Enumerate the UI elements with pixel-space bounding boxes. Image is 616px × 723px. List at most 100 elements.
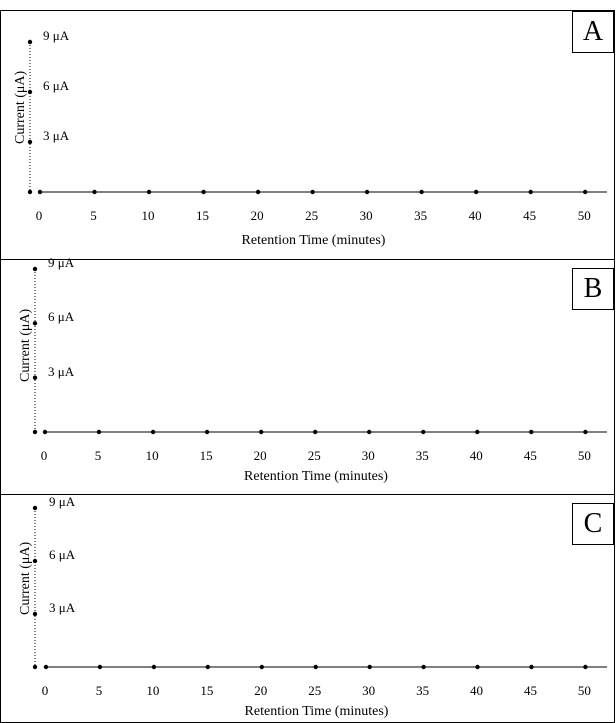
- x-tick-label: 45: [523, 208, 537, 223]
- x-tick-label: 10: [145, 448, 159, 463]
- chromatogram-trace-c: [64, 522, 594, 661]
- y-tick-label: 9 μA: [48, 255, 75, 270]
- x-tick-label: 0: [35, 208, 43, 223]
- x-tick-label: 40: [469, 448, 483, 463]
- x-tick-label: 5: [95, 683, 103, 698]
- x-tick-label: 35: [415, 448, 429, 463]
- origin-dot: [32, 429, 38, 435]
- x-tick-dot: [205, 664, 210, 670]
- x-tick-dot: [529, 429, 534, 435]
- chart-svg-c: [32, 505, 607, 670]
- y-tick-dot: [32, 375, 38, 380]
- x-tick-dot: [37, 189, 43, 195]
- panel-label-b: B: [572, 268, 614, 310]
- x-tick-label: 40: [470, 683, 484, 698]
- x-tick-dot: [529, 664, 534, 670]
- x-tick-dot: [42, 429, 48, 435]
- x-tick-label: 40: [468, 208, 482, 223]
- x-tick-label: 25: [305, 208, 319, 223]
- x-tick-dot: [583, 664, 588, 670]
- chart-svg-a: [27, 39, 607, 195]
- y-tick-dot: [32, 266, 38, 272]
- panel-label-a: A: [572, 11, 614, 53]
- x-tick-label: 25: [307, 448, 321, 463]
- x-tick-dot: [583, 189, 588, 195]
- x-tick-dot: [150, 429, 156, 435]
- panel-label-c: C: [572, 503, 614, 545]
- x-tick-dot: [367, 664, 372, 670]
- x-tick-dot: [364, 189, 370, 195]
- x-tick-label: 45: [523, 448, 537, 463]
- x-tick-dot: [96, 429, 102, 435]
- x-tick-label: 45: [523, 683, 537, 698]
- y-tick-dot: [27, 139, 33, 145]
- chromatogram-trace-a: [58, 55, 604, 187]
- x-tick-label: 5: [90, 208, 97, 223]
- y-axis-title: Current (μA): [18, 541, 33, 615]
- x-tick-label: 10: [146, 683, 160, 698]
- y-tick-label: 6 μA: [48, 309, 75, 325]
- x-tick-dot: [313, 429, 318, 435]
- chromatogram-trace-b: [63, 308, 602, 431]
- x-tick-label: 15: [199, 448, 213, 463]
- x-tick-dot: [146, 189, 152, 195]
- y-tick-dot: [27, 39, 33, 45]
- x-tick-dot: [43, 664, 49, 670]
- x-tick-dot: [97, 664, 103, 670]
- x-tick-label: 20: [253, 448, 267, 463]
- y-axis-title: Current (μA): [13, 70, 28, 144]
- x-axis-title: Retention Time (minutes): [244, 469, 388, 484]
- y-tick-label: 9 μA: [43, 28, 70, 43]
- x-tick-label: 0: [40, 448, 48, 463]
- y-tick-dot: [32, 611, 38, 617]
- x-tick-label: 20: [254, 683, 268, 698]
- x-tick-dot: [474, 189, 479, 195]
- y-tick-label: 6 μA: [43, 78, 70, 93]
- y-tick-label: 9 μA: [49, 494, 76, 509]
- y-tick-dot: [32, 505, 38, 511]
- y-tick-label: 6 μA: [49, 547, 76, 562]
- x-tick-dot: [204, 429, 210, 435]
- x-tick-label: 50: [577, 448, 591, 463]
- y-tick-dot: [32, 321, 38, 326]
- x-tick-dot: [255, 189, 261, 195]
- x-tick-label: 35: [414, 208, 428, 223]
- x-tick-label: 30: [361, 448, 375, 463]
- x-tick-dot: [201, 189, 206, 195]
- y-tick-dot: [27, 89, 33, 95]
- x-tick-dot: [475, 664, 480, 670]
- x-tick-label: 15: [196, 208, 210, 223]
- x-tick-dot: [421, 664, 426, 670]
- x-tick-dot: [421, 429, 426, 435]
- x-tick-dot: [419, 189, 424, 195]
- y-tick-label: 3 μA: [48, 363, 75, 379]
- x-tick-label: 20: [250, 208, 264, 223]
- x-tick-dot: [367, 429, 372, 435]
- x-tick-dot: [583, 429, 588, 435]
- x-tick-dot: [528, 189, 533, 195]
- x-tick-dot: [92, 189, 97, 195]
- x-tick-label: 35: [416, 683, 430, 698]
- x-tick-dot: [151, 664, 157, 670]
- origin-dot: [27, 189, 33, 195]
- x-tick-label: 15: [200, 683, 214, 698]
- origin-dot: [32, 664, 38, 670]
- chromatogram-panel-a: A 0 5 10 15 20 25 30 35 40 45 50 3 μA 6 μA 9 μA Retent…: [0, 10, 615, 260]
- y-tick-dot: [32, 558, 38, 564]
- x-tick-label: 25: [308, 683, 322, 698]
- x-tick-label: 30: [359, 208, 373, 223]
- x-axis-title: Retention Time (minutes): [244, 704, 389, 719]
- x-tick-label: 0: [41, 683, 49, 698]
- x-tick-dot: [475, 429, 480, 435]
- x-tick-label: 5: [94, 448, 102, 463]
- x-tick-label: 10: [141, 208, 155, 223]
- x-tick-label: 50: [577, 208, 591, 223]
- x-tick-dot: [310, 189, 315, 195]
- x-tick-dot: [259, 664, 264, 670]
- x-tick-dot: [259, 429, 264, 435]
- y-axis-title: Current (μA): [18, 308, 33, 382]
- x-axis-title: Retention Time (minutes): [241, 233, 386, 248]
- x-tick-dot: [313, 664, 318, 670]
- chromatogram-panel-b: B 0 5 10 15 20 25 30 35 40 45 50 3 μA 6 μA 9 μA Retent…: [0, 255, 615, 496]
- chart-svg-b: [32, 266, 607, 435]
